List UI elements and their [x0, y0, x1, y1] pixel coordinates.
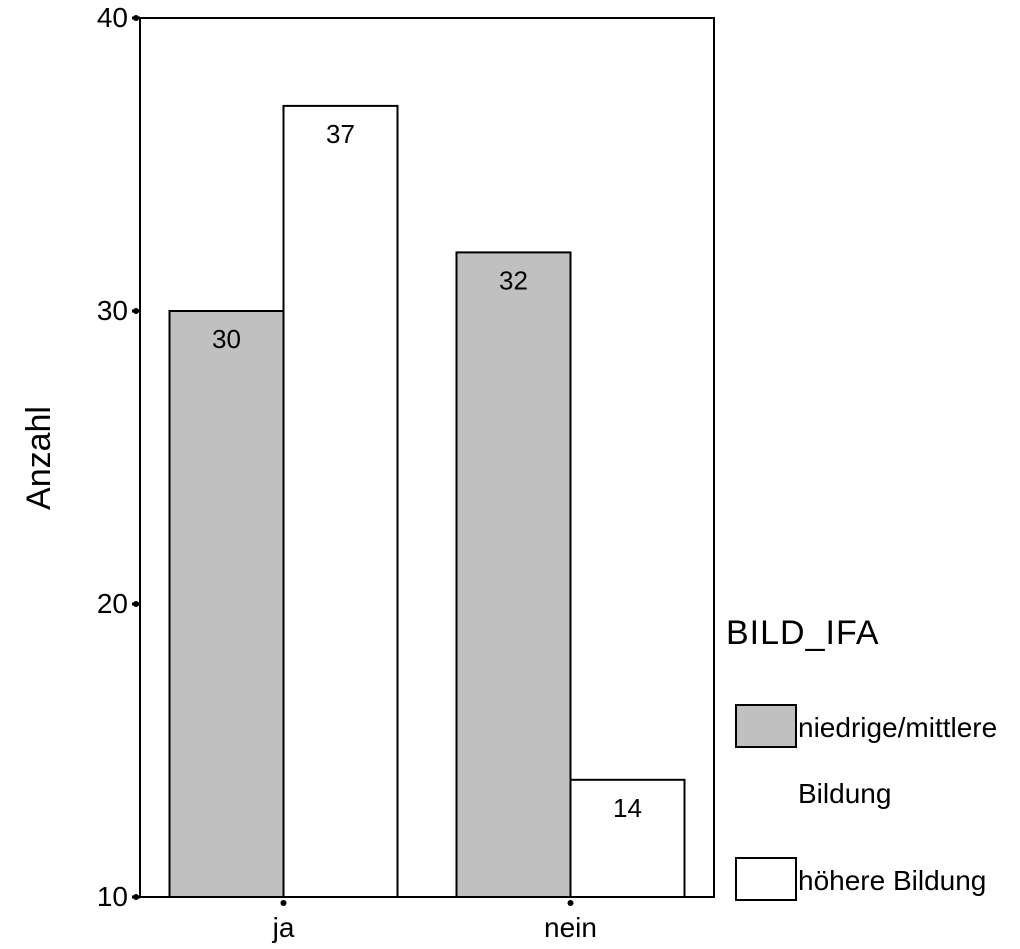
y-axis: 10 20 30 40 [97, 2, 140, 912]
bar-nein-series-2 [569, 778, 686, 898]
legend-title: BILD_IFA [726, 614, 880, 652]
bars-group: 30 37 32 14 [168, 104, 686, 898]
y-tick-label-40: 40 [97, 2, 128, 33]
x-axis: ja nein [272, 900, 597, 943]
legend-label-1-line-1: niedrige/mittlere [798, 712, 997, 743]
y-tick-label-30: 30 [97, 295, 128, 326]
data-label-nein-series-2: 14 [613, 793, 642, 823]
y-tick-dot-10 [133, 894, 139, 900]
bar-ja-series-2 [282, 104, 399, 898]
y-tick-dot-20 [133, 601, 139, 607]
data-label-ja-series-2: 37 [326, 119, 355, 149]
x-tick-label-ja: ja [272, 912, 295, 943]
x-tick-nein [567, 900, 574, 906]
legend-swatch-1 [735, 704, 797, 748]
y-tick-label-10: 10 [97, 881, 128, 912]
y-tick-dot-40 [133, 15, 139, 21]
bar-ja-series-1 [168, 310, 285, 898]
y-tick-dot-30 [133, 308, 139, 314]
data-label-ja-series-1: 30 [212, 324, 241, 354]
y-tick-label-20: 20 [97, 588, 128, 619]
bar-nein-series-1 [455, 251, 572, 898]
legend: BILD_IFA niedrige/mittlere Bildung höhere … [726, 614, 997, 901]
legend-label-2-line-1: höhere Bildung [798, 865, 986, 896]
legend-swatch-2 [735, 857, 797, 901]
x-tick-ja [280, 900, 287, 906]
data-label-nein-series-1: 32 [499, 265, 528, 295]
y-axis-title: Anzahl [20, 406, 58, 510]
x-tick-label-nein: nein [544, 912, 597, 943]
legend-label-1-line-2: Bildung [798, 778, 891, 809]
